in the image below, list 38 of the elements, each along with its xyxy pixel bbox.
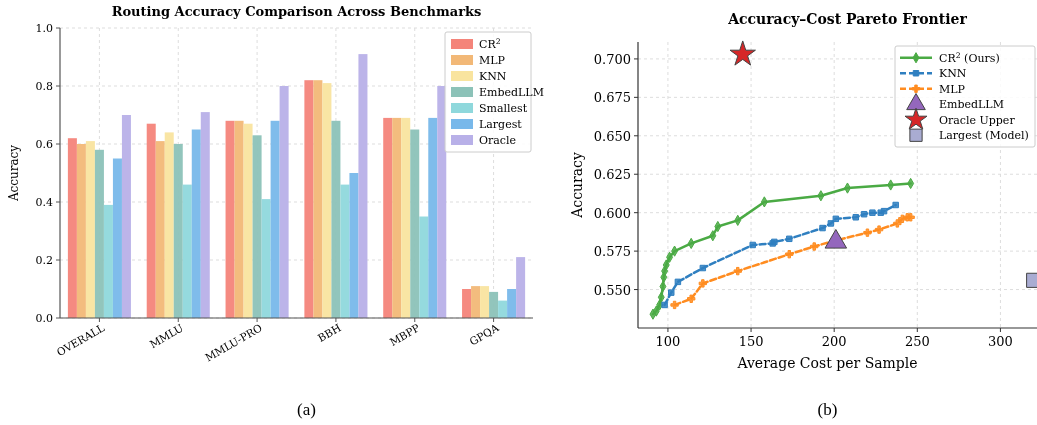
legend-label: CR$^{2}$ bbox=[479, 36, 501, 51]
legend-label: EmbedLLM bbox=[479, 86, 544, 99]
legend-label: KNN bbox=[939, 67, 967, 81]
legend-label: Largest bbox=[479, 118, 523, 131]
legend-label: MLP bbox=[939, 82, 966, 96]
y-axis-title: Accuracy bbox=[569, 152, 585, 219]
legend-label: MLP bbox=[479, 54, 506, 67]
y-axis-title: Accuracy bbox=[7, 144, 21, 203]
y-tick-label: 0.675 bbox=[593, 90, 631, 106]
legend-label: Smallest bbox=[479, 102, 528, 115]
x-tick-label: 100 bbox=[655, 334, 681, 349]
chart-title: Accuracy–Cost Pareto Frontier bbox=[727, 11, 968, 27]
y-tick-label: 0.575 bbox=[593, 244, 631, 260]
x-axis-title: Average Cost per Sample bbox=[736, 355, 918, 371]
chart-title: Routing Accuracy Comparison Across Benchmarks bbox=[111, 4, 482, 19]
x-tick-label: 150 bbox=[738, 334, 764, 349]
x-tick-label: 250 bbox=[904, 334, 930, 349]
legend-label: Oracle Upper bbox=[939, 113, 1016, 127]
y-tick-label: 0.600 bbox=[593, 205, 631, 221]
y-tick-label: 1.0 bbox=[35, 22, 53, 35]
y-tick-label: 0.2 bbox=[35, 254, 53, 267]
y-tick-label: 0.6 bbox=[35, 138, 53, 151]
y-tick-label: 0.625 bbox=[593, 167, 631, 183]
y-tick-label: 0.0 bbox=[35, 312, 53, 325]
text: (b) bbox=[817, 400, 838, 419]
y-tick-label: 0.550 bbox=[593, 282, 631, 298]
y-tick-label: 0.8 bbox=[35, 80, 53, 93]
x-tick-label: 300 bbox=[988, 334, 1013, 349]
legend-label: Largest (Model) bbox=[939, 129, 1029, 143]
y-tick-label: 0.4 bbox=[35, 196, 53, 209]
legend-label: CR$^{2}$ (Ours) bbox=[939, 50, 1000, 65]
text: (a) bbox=[297, 400, 316, 419]
y-tick-label: 0.700 bbox=[593, 51, 631, 67]
legend-label: KNN bbox=[479, 70, 507, 83]
y-tick-label: 0.650 bbox=[593, 128, 631, 144]
legend-label: Oracle bbox=[479, 134, 517, 147]
x-tick-label: 200 bbox=[821, 334, 847, 349]
legend-label: EmbedLLM bbox=[939, 98, 1004, 112]
